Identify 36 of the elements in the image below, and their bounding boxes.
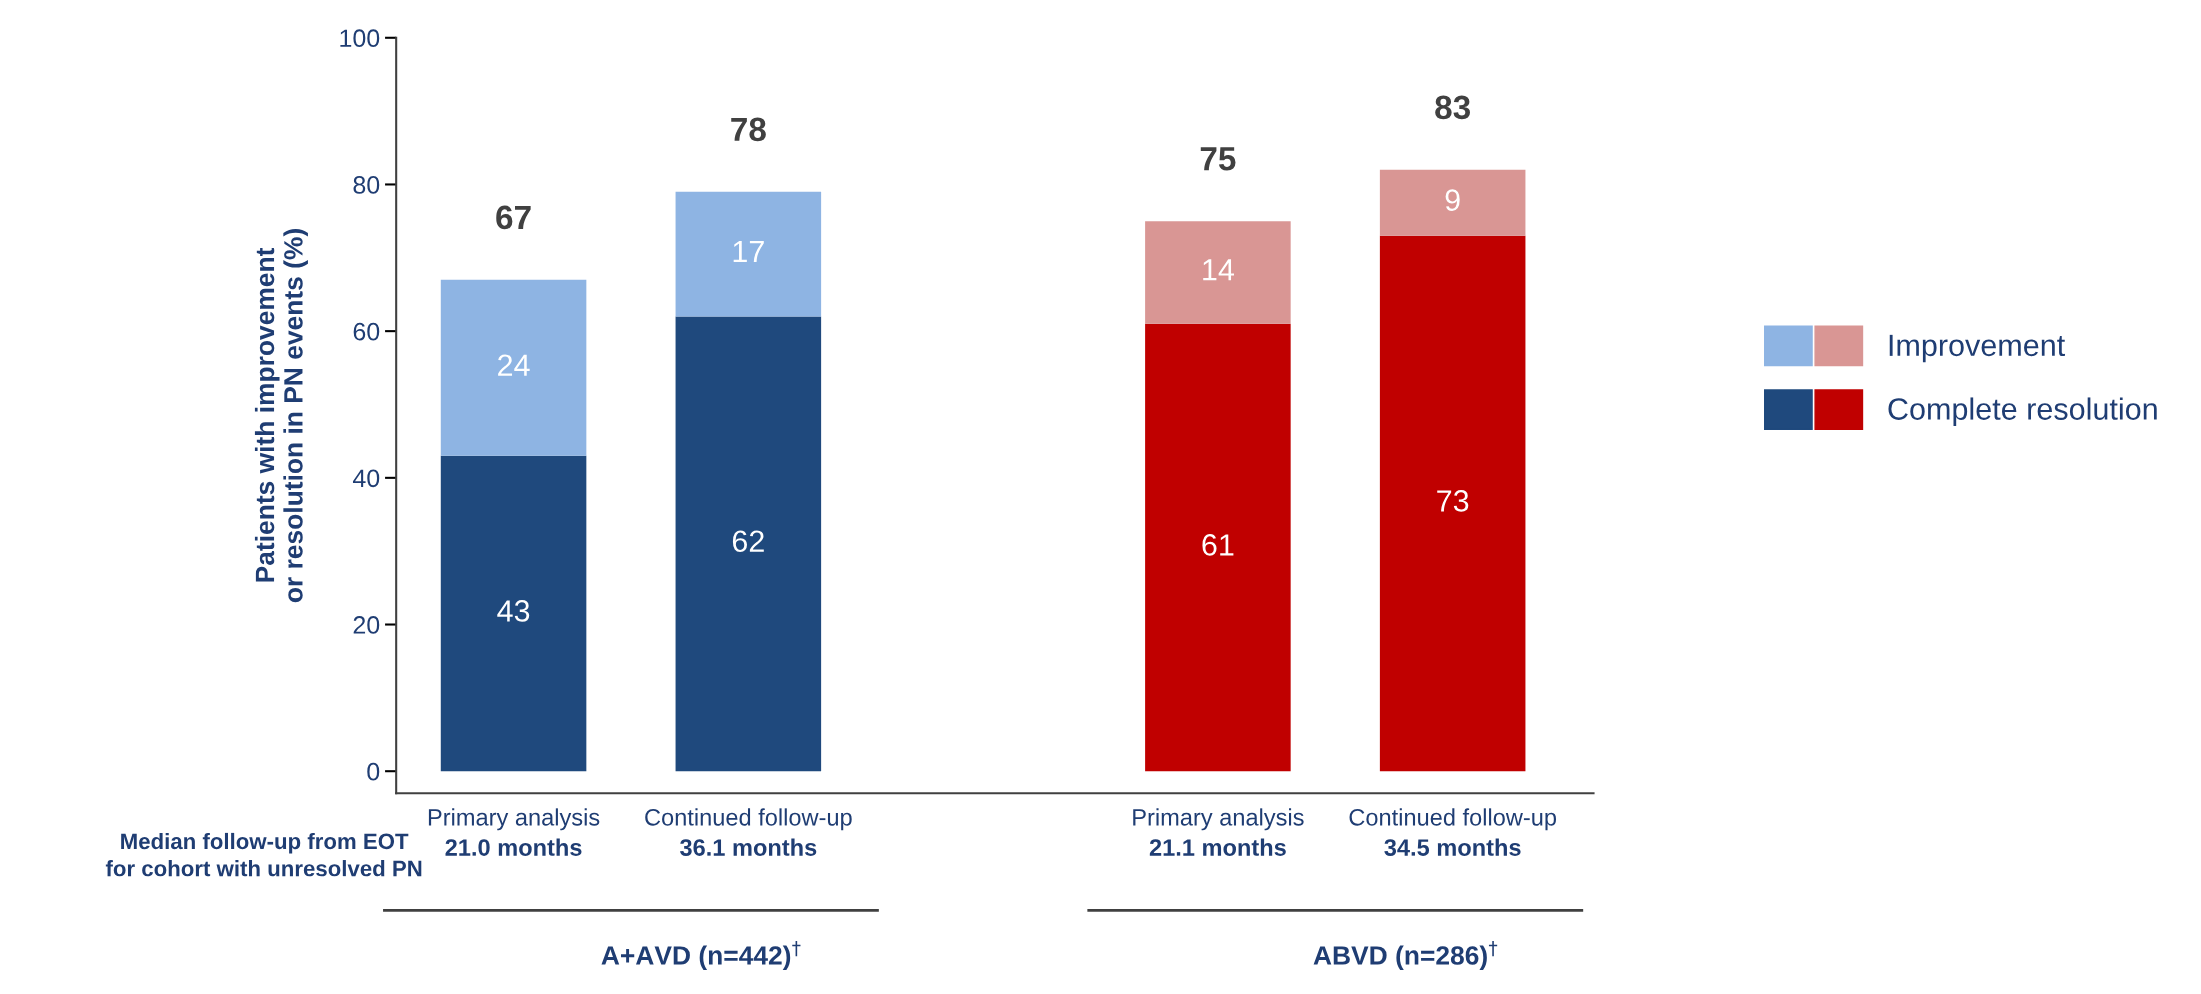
y-tick-label: 80 — [353, 176, 380, 194]
data-label: 43 — [497, 600, 530, 622]
x-tick-label: Primary analysis 21.1 months — [1133, 808, 1304, 856]
legend-label: Improvement — [1889, 334, 2066, 363]
x-tick-label: Continued follow-up 34.5 months — [1349, 808, 1557, 856]
bar — [1145, 323, 1291, 772]
y-tick-label: 20 — [353, 616, 380, 634]
data-label: 62 — [732, 530, 764, 553]
text: ABVD (n=286)$^{†}$ — [1313, 940, 1498, 971]
y-tick-label: 60 — [353, 322, 380, 341]
bar — [1145, 221, 1291, 324]
total-label: 75 — [1200, 147, 1236, 171]
x-tick-label: Primary analysis 21.0 months — [428, 808, 600, 856]
data-label: 9 — [1445, 189, 1460, 211]
bar — [1379, 235, 1526, 772]
data-label: 24 — [498, 354, 530, 376]
data-label: 73 — [1437, 490, 1469, 512]
data-label: 61 — [1202, 534, 1234, 556]
bar — [675, 191, 822, 317]
text: Median follow-up from EOT for cohort with unresolved PN — [105, 832, 422, 877]
total-label: 78 — [731, 117, 766, 142]
bar — [675, 316, 822, 772]
y-tick-label: 0 — [367, 762, 380, 781]
text: A+AVD (n=442)$^{†}$ — [601, 940, 801, 971]
y-axis-title: Patients with improvement or resolution in PN events (%) — [254, 229, 308, 603]
bar — [440, 279, 587, 456]
bar — [440, 455, 587, 772]
x-tick-label: Continued follow-up 36.1 months — [645, 808, 852, 856]
legend-label: Complete resolution — [1888, 397, 2157, 426]
bar — [1379, 169, 1526, 236]
y-tick-label: 40 — [352, 469, 380, 488]
data-label: 17 — [733, 241, 764, 263]
total-label: 83 — [1435, 95, 1470, 120]
data-label: 14 — [1203, 259, 1234, 281]
y-tick-label: 100 — [340, 29, 380, 48]
total-label: 67 — [496, 205, 531, 230]
